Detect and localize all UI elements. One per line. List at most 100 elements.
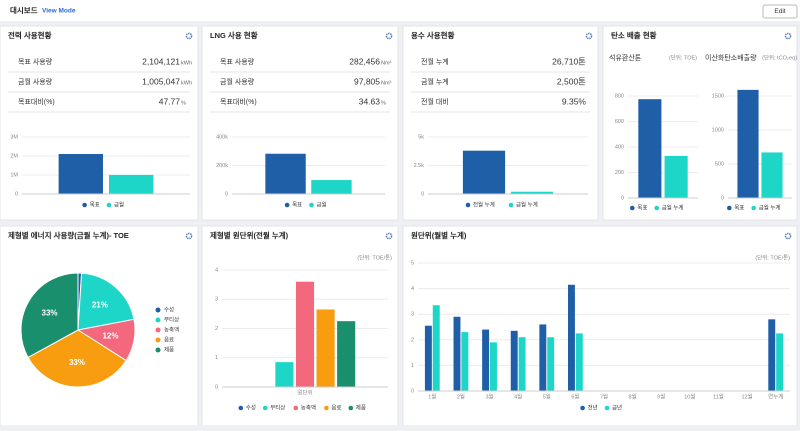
legend-label: 금년 bbox=[612, 403, 622, 411]
legend-swatch bbox=[284, 202, 290, 208]
y-tick-label: 4 bbox=[411, 286, 414, 292]
kpi-unit: kWh bbox=[181, 80, 192, 86]
legend-label: 농축액 bbox=[301, 403, 316, 411]
legend-swatch bbox=[106, 202, 112, 208]
bar bbox=[547, 337, 555, 391]
settings-icon[interactable] bbox=[585, 32, 593, 40]
legend-label: 목표 bbox=[292, 201, 302, 208]
view-mode[interactable]: View Mode bbox=[42, 8, 76, 15]
bar bbox=[510, 191, 554, 194]
x-tick-label: 2월 bbox=[457, 392, 465, 400]
legend-label: 음료 bbox=[331, 404, 341, 411]
x-tick-label: 3월 bbox=[485, 392, 493, 400]
legend-label: 부티상 bbox=[164, 315, 179, 323]
x-tick-label: 8월 bbox=[629, 392, 637, 400]
kpi-label: 전월 누계 bbox=[421, 57, 449, 66]
legend-swatch bbox=[238, 405, 244, 411]
panel-title: 탄소 배출 현황 bbox=[611, 30, 657, 40]
bar bbox=[761, 152, 783, 198]
legend-swatch bbox=[508, 202, 514, 208]
y-tick-label: 2M bbox=[10, 153, 18, 159]
legend-label: 금월 누계 bbox=[759, 203, 781, 211]
y-tick-label: 400 bbox=[615, 144, 624, 150]
bar bbox=[109, 174, 154, 194]
legend-label: 금월 누계 bbox=[516, 200, 538, 208]
bar bbox=[337, 321, 356, 387]
kpi-unit: kWh bbox=[181, 60, 192, 66]
legend-label: 목표 bbox=[734, 204, 744, 211]
x-tick-label: 9월 bbox=[657, 392, 665, 400]
y-tick-label: 1500 bbox=[712, 93, 724, 99]
bar bbox=[490, 342, 497, 391]
kpi-label: 목표 사용량 bbox=[220, 57, 255, 66]
y-tick-label: 200k bbox=[216, 163, 228, 169]
legend-swatch bbox=[604, 405, 610, 411]
legend-swatch bbox=[155, 327, 161, 333]
slice-label: 33% bbox=[42, 308, 58, 317]
y-tick-label: 0 bbox=[721, 195, 724, 201]
kpi-value: 26,710톤 bbox=[552, 56, 586, 66]
legend-label: 전년 bbox=[588, 403, 598, 411]
slice-label: 33% bbox=[69, 358, 85, 367]
bar bbox=[575, 333, 583, 391]
x-tick-label: 11월 bbox=[713, 392, 724, 400]
unit-label: (단위: tCO₂eq) bbox=[762, 53, 797, 61]
legend-label: 제품 bbox=[356, 403, 366, 411]
unit-label: (단위: TOE/톤) bbox=[755, 253, 790, 261]
x-tick-label: 12월 bbox=[741, 392, 752, 400]
bar bbox=[664, 155, 688, 198]
y-tick-label: 800 bbox=[615, 93, 624, 99]
y-tick-label: 2 bbox=[411, 337, 414, 343]
slice-label: 21% bbox=[92, 300, 108, 309]
unit-label: (단위: TOE/톤) bbox=[357, 253, 392, 261]
legend-swatch bbox=[630, 205, 635, 211]
bar bbox=[567, 284, 575, 391]
y-tick-label: 400k bbox=[216, 134, 228, 140]
legend-label: 부티상 bbox=[270, 403, 285, 411]
y-tick-label: 5 bbox=[411, 260, 414, 266]
x-tick-label: 원단위 bbox=[297, 388, 312, 396]
bar bbox=[539, 324, 547, 391]
y-tick-label: 3 bbox=[215, 297, 218, 303]
kpi-label: 전월 대비 bbox=[421, 97, 449, 106]
top-bar bbox=[0, 0, 800, 21]
pie-slice bbox=[20, 272, 79, 359]
legend-label: 수성 bbox=[246, 403, 256, 411]
settings-icon[interactable] bbox=[185, 32, 193, 40]
legend-label: 제품 bbox=[164, 345, 174, 353]
chart-subtitle: 석유환산톤 bbox=[609, 53, 642, 62]
kpi-label: 금월 누계 bbox=[421, 77, 449, 86]
bar bbox=[776, 333, 784, 391]
y-tick-label: 600 bbox=[615, 119, 624, 125]
kpi-label: 목표대비(%) bbox=[220, 97, 257, 106]
legend-swatch bbox=[580, 405, 585, 411]
settings-icon[interactable] bbox=[385, 32, 393, 40]
y-tick-label: 4 bbox=[215, 267, 218, 273]
panel-title: LNG 사용 현황 bbox=[210, 30, 258, 40]
settings-icon[interactable] bbox=[385, 232, 393, 240]
edit-label[interactable]: Edit bbox=[774, 8, 785, 15]
kpi-value: 9.35% bbox=[562, 96, 587, 106]
y-tick-label: 1 bbox=[411, 363, 414, 369]
kpi-value: 2,500톤 bbox=[557, 76, 586, 86]
settings-icon[interactable] bbox=[185, 232, 193, 240]
bar bbox=[768, 319, 776, 391]
x-tick-label: 1월 bbox=[428, 392, 436, 400]
kpi-value: 282,456 bbox=[349, 56, 380, 66]
panel-title: 제형별 원단위(전월 누계) bbox=[210, 230, 289, 240]
x-tick-label: 6월 bbox=[571, 392, 579, 400]
kpi-label: 목표 사용량 bbox=[18, 57, 53, 66]
panel-title: 원단위(월별 누계) bbox=[411, 230, 467, 240]
y-tick-label: 0 bbox=[421, 191, 424, 197]
kpi-unit: % bbox=[381, 100, 386, 106]
legend-label: 음료 bbox=[164, 336, 174, 343]
settings-icon[interactable] bbox=[784, 232, 792, 240]
y-tick-label: 0 bbox=[411, 388, 414, 394]
bar bbox=[510, 330, 518, 391]
edit-button[interactable] bbox=[762, 4, 798, 19]
kpi-label: 금월 사용량 bbox=[18, 77, 53, 86]
y-tick-label: 500 bbox=[715, 161, 724, 167]
settings-icon[interactable] bbox=[784, 32, 792, 40]
